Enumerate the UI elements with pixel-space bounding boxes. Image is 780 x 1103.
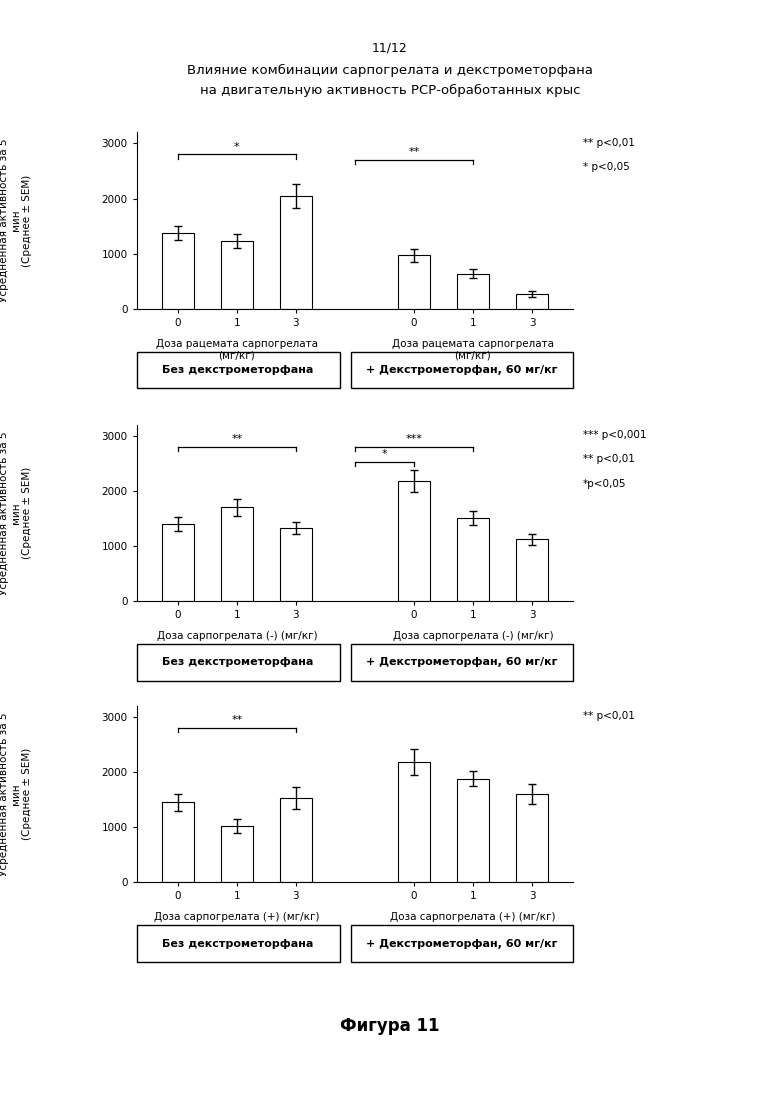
Bar bbox=[280, 527, 312, 601]
Text: Фигура 11: Фигура 11 bbox=[340, 1017, 440, 1035]
Bar bbox=[280, 196, 312, 309]
Text: *** p<0,001: *** p<0,001 bbox=[583, 430, 646, 440]
Text: Усредненная активность за 5
мин
(Среднее ± SEM): Усредненная активность за 5 мин (Среднее… bbox=[0, 713, 32, 876]
Text: *: * bbox=[234, 142, 239, 152]
Text: ** p<0,01: ** p<0,01 bbox=[583, 138, 635, 148]
Bar bbox=[280, 799, 312, 882]
Text: 11/12: 11/12 bbox=[372, 42, 408, 55]
Bar bbox=[516, 794, 548, 882]
Text: ** p<0,01: ** p<0,01 bbox=[583, 711, 635, 721]
Text: Усредненная активность за 5
мин
(Среднее ± SEM): Усредненная активность за 5 мин (Среднее… bbox=[0, 431, 32, 595]
Text: ***: *** bbox=[406, 435, 422, 445]
Bar bbox=[398, 256, 430, 309]
Bar bbox=[221, 826, 253, 882]
Bar bbox=[161, 524, 194, 601]
Bar bbox=[457, 779, 489, 882]
Text: Влияние комбинации сарпогрелата и декстрометорфана: Влияние комбинации сарпогрелата и декстр… bbox=[187, 64, 593, 77]
Text: ** p<0,01: ** p<0,01 bbox=[583, 454, 635, 464]
Bar bbox=[457, 274, 489, 309]
Text: **: ** bbox=[231, 716, 243, 726]
Text: Доза сарпогрелата (+) (мг/кг): Доза сарпогрелата (+) (мг/кг) bbox=[390, 912, 555, 922]
Bar bbox=[516, 539, 548, 601]
Bar bbox=[161, 803, 194, 882]
Bar bbox=[161, 234, 194, 309]
Text: + Декстрометорфан, 60 мг/кг: + Декстрометорфан, 60 мг/кг bbox=[367, 657, 558, 667]
Text: + Декстрометорфан, 60 мг/кг: + Декстрометорфан, 60 мг/кг bbox=[367, 939, 558, 949]
Text: *: * bbox=[381, 449, 387, 459]
Text: на двигательную активность РСР-обработанных крыс: на двигательную активность РСР-обработан… bbox=[200, 84, 580, 97]
Text: Усредненная активность за 5
мин
(Среднее ± SEM): Усредненная активность за 5 мин (Среднее… bbox=[0, 139, 32, 302]
Bar bbox=[221, 242, 253, 309]
Text: Доза рацемата сарпогрелата
(мг/кг): Доза рацемата сарпогрелата (мг/кг) bbox=[392, 339, 554, 361]
Text: Без декстрометорфана: Без декстрометорфана bbox=[162, 657, 314, 667]
Text: + Декстрометорфан, 60 мг/кг: + Декстрометорфан, 60 мг/кг bbox=[367, 365, 558, 375]
Bar bbox=[398, 762, 430, 882]
Bar bbox=[457, 517, 489, 601]
Text: **: ** bbox=[408, 148, 420, 158]
Text: Доза рацемата сарпогрелата
(мг/кг): Доза рацемата сарпогрелата (мг/кг) bbox=[156, 339, 317, 361]
Bar bbox=[516, 295, 548, 309]
Text: Без декстрометорфана: Без декстрометорфана bbox=[162, 939, 314, 949]
Text: *p<0,05: *p<0,05 bbox=[583, 479, 626, 489]
Text: Доза сарпогрелата (-) (мг/кг): Доза сарпогрелата (-) (мг/кг) bbox=[392, 631, 553, 641]
Bar bbox=[398, 481, 430, 601]
Text: Доза сарпогрелата (+) (мг/кг): Доза сарпогрелата (+) (мг/кг) bbox=[154, 912, 320, 922]
Text: Без декстрометорфана: Без декстрометорфана bbox=[162, 365, 314, 375]
Text: * p<0,05: * p<0,05 bbox=[583, 162, 629, 172]
Text: Доза сарпогрелата (-) (мг/кг): Доза сарпогрелата (-) (мг/кг) bbox=[157, 631, 317, 641]
Text: **: ** bbox=[231, 435, 243, 445]
Bar bbox=[221, 507, 253, 601]
